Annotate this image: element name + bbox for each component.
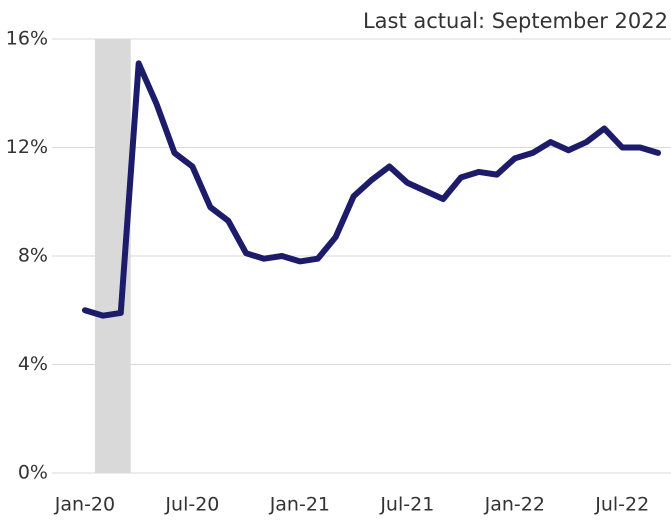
y-tick-label: 12% — [6, 136, 48, 158]
annotation: Last actual: September 2022 — [363, 9, 668, 33]
y-tick-label: 4% — [18, 353, 48, 375]
y-tick-label: 0% — [18, 462, 48, 484]
x-tick-label: Jul-20 — [164, 494, 219, 516]
x-tick-label: Jan-22 — [484, 494, 545, 516]
y-tick-label: 8% — [18, 245, 48, 267]
line-series — [81, 60, 662, 319]
x-tick-label: Jul-21 — [379, 494, 434, 516]
x-tick-label: Jan-21 — [269, 494, 330, 516]
x-tick-label: Jan-20 — [54, 494, 115, 516]
x-tick-label: Jul-22 — [594, 494, 649, 516]
y-tick-label: 16% — [6, 28, 48, 50]
